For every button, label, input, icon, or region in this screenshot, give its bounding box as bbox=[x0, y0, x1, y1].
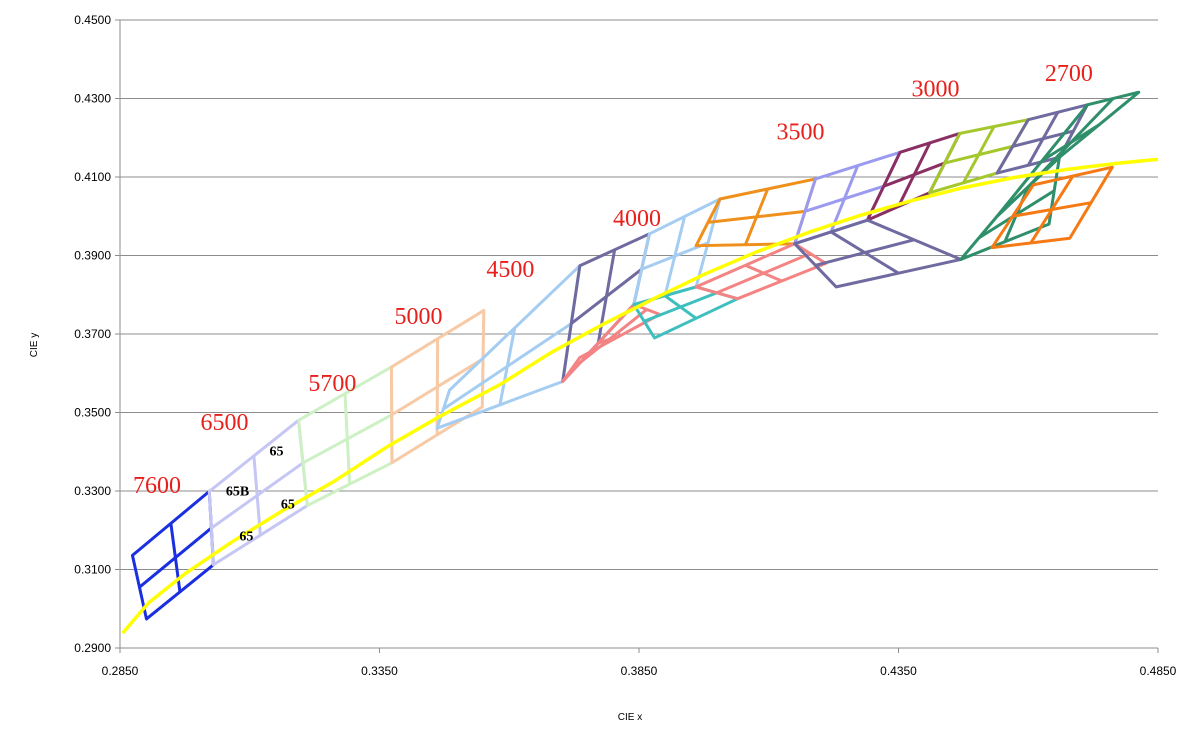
bin-subdivision bbox=[390, 357, 484, 417]
bin-subdivision bbox=[944, 144, 1014, 165]
bin-quadrangles bbox=[130, 90, 1141, 621]
bin-label: 65 bbox=[269, 445, 283, 460]
x-tick-label: 0.3850 bbox=[621, 664, 658, 678]
cct-label: 4000 bbox=[613, 206, 661, 232]
y-tick-label: 0.3900 bbox=[74, 249, 111, 263]
bin-subdivision bbox=[707, 209, 806, 224]
x-tick-label: 0.4850 bbox=[1140, 664, 1177, 678]
cct-label: 7600 bbox=[133, 473, 181, 499]
y-tick-label: 0.2900 bbox=[74, 641, 111, 655]
x-axis-title: CIE x bbox=[618, 712, 642, 723]
cct-label: 3000 bbox=[911, 77, 959, 103]
cct-label: 5700 bbox=[308, 371, 356, 397]
cct-label: 5000 bbox=[395, 304, 443, 330]
x-tick-label: 0.3350 bbox=[361, 664, 398, 678]
bin-subdivision bbox=[641, 241, 709, 271]
bin-subdivision bbox=[302, 413, 393, 465]
bin-quad-5000 bbox=[389, 308, 486, 465]
y-tick-label: 0.3500 bbox=[74, 406, 111, 420]
bin-quad-7600 bbox=[130, 489, 215, 621]
bin-subdivision bbox=[138, 526, 213, 589]
y-tick-label: 0.4100 bbox=[74, 170, 111, 184]
cct-label: 6500 bbox=[200, 410, 248, 436]
y-axis-title: CIE y bbox=[29, 333, 40, 357]
cct-label: 4500 bbox=[486, 257, 534, 283]
bin-subdivision bbox=[883, 161, 946, 188]
bin-subdivision bbox=[442, 322, 573, 411]
bin-label: 65B bbox=[226, 484, 249, 499]
bin-subdivision bbox=[804, 184, 885, 213]
cct-label: 2700 bbox=[1045, 61, 1093, 87]
bin-quad-2700 bbox=[990, 165, 1114, 250]
bin-subdivision bbox=[716, 252, 811, 295]
y-tick-label: 0.3700 bbox=[74, 327, 111, 341]
bin-quad-2700 bbox=[959, 155, 1061, 261]
bin-subdivision bbox=[1041, 123, 1100, 162]
planckian-locus-line bbox=[121, 157, 1159, 635]
bin-subdivision bbox=[210, 461, 304, 530]
bin-label: 65 bbox=[281, 497, 295, 512]
x-tick-label: 0.4350 bbox=[880, 664, 917, 678]
bin-subdivision bbox=[815, 238, 915, 267]
y-tick-label: 0.4500 bbox=[74, 13, 111, 27]
bin-quad-4000 bbox=[561, 303, 662, 383]
cct-label: 3500 bbox=[777, 120, 825, 146]
y-tick-label: 0.4300 bbox=[74, 92, 111, 106]
planckian-locus bbox=[121, 157, 1159, 635]
x-tick-label: 0.2850 bbox=[102, 664, 139, 678]
y-tick-label: 0.3100 bbox=[74, 563, 111, 577]
bin-subdivision bbox=[570, 308, 648, 371]
axes: 0.2900 0.3100 0.3300 0.3500 0.3700 0.3900 0.41… bbox=[74, 13, 1176, 678]
bin-subdivision bbox=[643, 291, 718, 323]
y-tick-label: 0.3300 bbox=[74, 484, 111, 498]
gridlines bbox=[120, 19, 1158, 570]
bin-subdivision bbox=[1012, 201, 1092, 218]
bin-subdivision bbox=[570, 268, 643, 325]
labels: 7600 6500 5700 5000 4500 4000 3500 3000 2700 65 65… bbox=[133, 61, 1093, 545]
bin-label: 65 bbox=[239, 529, 253, 544]
